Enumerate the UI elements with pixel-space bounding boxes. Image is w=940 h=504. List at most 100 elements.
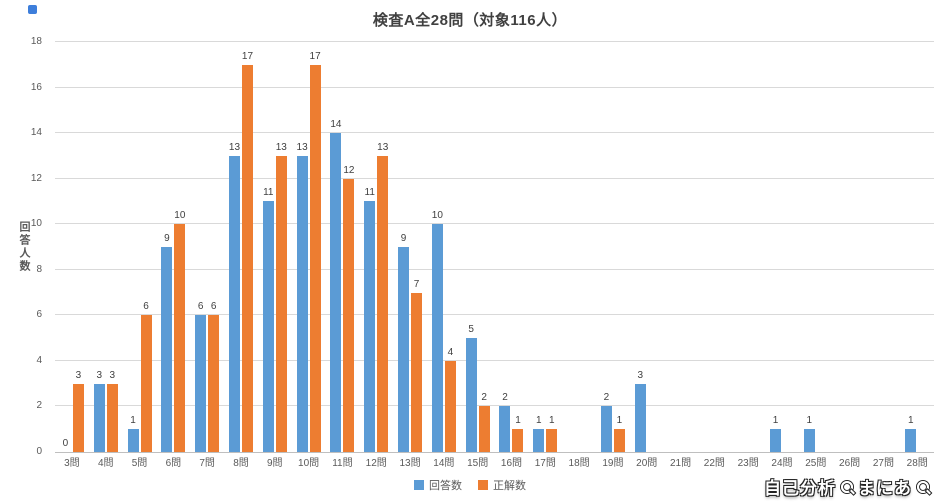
bar-group: 11 13 9問 (258, 42, 292, 469)
correct-bar: 12 (343, 165, 354, 452)
bar-value-label: 11 (364, 187, 375, 199)
bar-group: 1 28問 (900, 42, 934, 469)
legend-label: 回答数 (429, 480, 462, 492)
bar-value-label: 1 (616, 415, 623, 427)
bar-group: 1 6 5問 (123, 42, 157, 469)
correct-bar: 6 (140, 302, 152, 452)
watermark-text-1: 自己分析 (764, 479, 836, 498)
bar-value-label: 9 (400, 233, 407, 244)
legend-label: 正解数 (493, 480, 526, 492)
bar-group: 3 3 4問 (89, 42, 123, 469)
bar-value-label: 3 (75, 369, 82, 381)
answers-bar: 14 (330, 120, 341, 452)
answers-bar: 3 (93, 370, 105, 452)
correct-bar: 17 (242, 51, 253, 452)
bar-value-label: 1 (130, 415, 136, 427)
x-tick-label: 23問 (737, 458, 759, 469)
bar-group: 21問 (664, 42, 698, 469)
bar-group: 23問 (731, 42, 765, 469)
x-tick-label: 25問 (805, 458, 827, 469)
bar-value-label: 6 (143, 301, 149, 313)
bar-value-label: 2 (502, 392, 508, 404)
correct-bar: 7 (411, 279, 423, 452)
x-tick-label: 6問 (165, 458, 182, 469)
bar-value-label: 6 (197, 301, 204, 313)
x-tick-label: 20問 (636, 458, 658, 469)
answers-bar: 1 (533, 416, 545, 452)
y-tick-label: 10 (30, 218, 42, 230)
watermark-text-2: まにあ (858, 479, 912, 498)
plot-area: 0 3 3問 3 3 4問 1 6 5問 9 10 6問 6 6 7問 13 17 8問 11 13 9問 13 17 10問… (55, 41, 934, 469)
bar-value-label: 13 (228, 141, 241, 153)
bar-group: 14 12 11問 (326, 42, 360, 469)
bar-value-label: 7 (413, 278, 420, 290)
x-tick-label: 18問 (568, 458, 590, 469)
legend: 回答数 正解数 (0, 477, 940, 493)
correct-bar: 1 (512, 416, 524, 452)
correct-bar: 13 (276, 142, 287, 452)
bar-group: 2 1 16問 (495, 42, 529, 469)
magnifier-icon (841, 480, 853, 493)
x-tick-label: 19問 (602, 458, 624, 469)
gridline (55, 314, 934, 316)
bar-value-label: 17 (241, 50, 254, 62)
x-tick-label: 5問 (131, 458, 148, 469)
bar-value-label: 13 (296, 141, 308, 153)
bar-group: 26問 (833, 42, 867, 469)
answers-bar: 1 (769, 416, 781, 452)
x-tick-label: 28問 (906, 458, 928, 469)
x-tick-label: 24問 (771, 458, 793, 469)
x-tick-label: 3問 (64, 458, 80, 469)
x-tick-label: 27問 (872, 458, 894, 469)
bar-value-label: 10 (174, 210, 186, 222)
watermark: 自己分析 まにあ (764, 474, 932, 499)
bar-group: 1 24問 (765, 42, 799, 469)
answers-bar: 2 (499, 393, 511, 452)
x-tick-label: 21問 (669, 458, 692, 469)
gridline (55, 223, 934, 225)
correct-bar: 1 (546, 416, 558, 452)
bar-group: 9 7 13問 (393, 42, 427, 469)
gridline (55, 41, 934, 42)
bar-group: 13 17 8問 (224, 42, 258, 469)
x-tick-label: 17問 (534, 458, 556, 469)
bar-group: 6 6 7問 (190, 42, 224, 469)
x-tick-label: 8問 (233, 458, 249, 469)
y-tick-label: 2 (36, 400, 42, 412)
gridline (55, 86, 934, 88)
answers-bar: 1 (905, 416, 917, 452)
bar-group: 1 1 17問 (528, 42, 562, 469)
correct-bar: 2 (478, 393, 490, 452)
y-tick-label: 0 (36, 446, 42, 457)
correct-bar: 6 (208, 302, 220, 452)
bar-value-label: 13 (377, 141, 389, 153)
answers-bar: 2 (600, 393, 612, 452)
bar-group: 1 25問 (799, 42, 833, 469)
correct-bar: 1 (613, 416, 625, 452)
bar-value-label: 1 (907, 415, 914, 427)
x-tick-label: 9問 (267, 458, 283, 469)
answers-bar: 13 (297, 142, 308, 452)
x-tick-label: 4問 (97, 458, 114, 469)
y-ticks: 0 2 4 6 8 10 12 14 16 18 (0, 37, 50, 457)
x-tick-label: 15問 (467, 458, 489, 469)
x-tick-label: 26問 (839, 458, 861, 469)
answers-bar: 6 (195, 302, 207, 452)
bar-value-label: 3 (637, 369, 643, 381)
bar-group: 9 10 6問 (156, 42, 190, 469)
chart-title: 検査A全28問（対象116人） (372, 12, 568, 29)
bar-value-label: 3 (109, 369, 115, 381)
bar-value-label: 2 (603, 392, 610, 404)
bar-value-label: 2 (481, 392, 487, 404)
gridline (55, 405, 934, 407)
y-tick-label: 14 (30, 127, 42, 139)
bar-group: 3 20問 (630, 42, 664, 469)
x-tick-label: 11問 (332, 458, 353, 469)
bar-value-label: 17 (309, 50, 321, 62)
x-tick-label: 7問 (199, 458, 215, 469)
x-tick-label: 10問 (298, 458, 320, 469)
bar-value-label: 1 (806, 415, 813, 427)
bar-group: 22問 (697, 42, 731, 469)
y-tick-label: 18 (30, 36, 42, 47)
